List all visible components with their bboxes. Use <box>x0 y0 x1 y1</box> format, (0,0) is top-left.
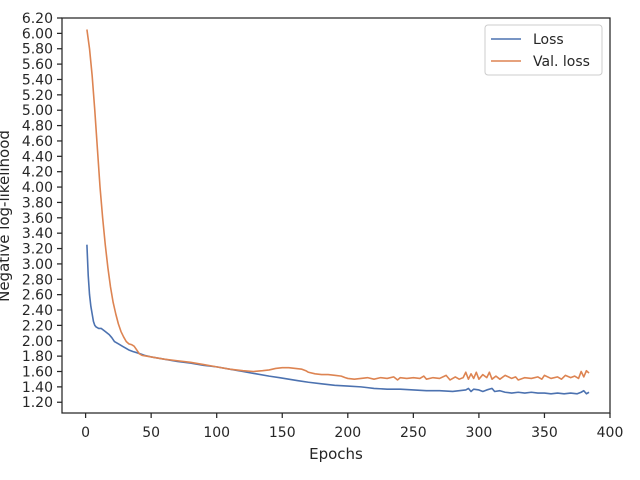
x-tick-label: 100 <box>203 425 230 441</box>
y-tick-label: 3.60 <box>22 211 53 227</box>
y-tick-label: 4.80 <box>22 119 53 135</box>
x-tick-label: 400 <box>597 425 624 441</box>
x-tick-label: 350 <box>531 425 558 441</box>
series-line-val-loss <box>86 29 590 381</box>
y-tick-label: 1.60 <box>22 365 53 381</box>
y-tick-label: 6.20 <box>22 11 53 27</box>
y-tick-label: 5.60 <box>22 57 53 73</box>
y-tick-label: 2.40 <box>22 303 53 319</box>
y-tick-label: 1.40 <box>22 380 53 396</box>
y-axis: 1.201.401.601.802.002.202.402.602.803.00… <box>22 11 62 411</box>
series-layer <box>86 29 590 395</box>
y-tick-label: 4.20 <box>22 165 53 181</box>
y-tick-label: 4.00 <box>22 180 53 196</box>
y-tick-label: 4.60 <box>22 134 53 150</box>
series-line-loss <box>86 244 590 395</box>
y-tick-label: 3.20 <box>22 242 53 258</box>
y-axis-title: Negative log-likelihood <box>0 130 13 302</box>
y-tick-label: 3.40 <box>22 226 53 242</box>
y-tick-label: 2.80 <box>22 272 53 288</box>
y-tick-label: 3.00 <box>22 257 53 273</box>
y-tick-label: 1.20 <box>22 395 53 411</box>
y-tick-label: 2.60 <box>22 288 53 304</box>
y-tick-label: 2.00 <box>22 334 53 350</box>
x-axis-title: Epochs <box>309 445 363 463</box>
x-tick-label: 50 <box>142 425 160 441</box>
y-tick-label: 5.20 <box>22 88 53 104</box>
x-tick-label: 0 <box>81 425 90 441</box>
y-tick-label: 6.00 <box>22 26 53 42</box>
x-tick-label: 250 <box>400 425 427 441</box>
y-tick-label: 4.40 <box>22 149 53 165</box>
x-axis: 0 50 100 150 200 250 300 350 400 <box>81 413 623 441</box>
y-tick-label: 5.80 <box>22 42 53 58</box>
legend-box <box>484 24 603 76</box>
x-tick-label: 300 <box>466 425 493 441</box>
x-tick-label: 200 <box>334 425 361 441</box>
y-tick-label: 1.80 <box>22 349 53 365</box>
x-tick-label: 150 <box>269 425 296 441</box>
legend-label: Loss <box>533 32 564 48</box>
y-tick-label: 3.80 <box>22 195 53 211</box>
legend-label: Val. loss <box>533 54 590 70</box>
plot-frame <box>61 17 611 414</box>
y-tick-label: 5.40 <box>22 72 53 88</box>
y-tick-label: 5.00 <box>22 103 53 119</box>
legend: Loss Val. loss <box>484 24 603 76</box>
y-tick-label: 2.20 <box>22 318 53 334</box>
